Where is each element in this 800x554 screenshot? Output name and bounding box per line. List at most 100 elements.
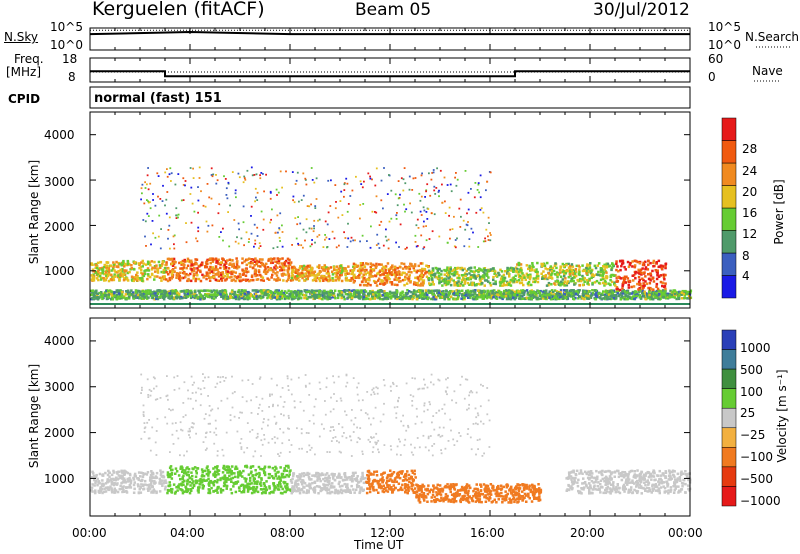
power-cell: [432, 289, 436, 293]
power-cell: [599, 268, 603, 272]
power-cell: [253, 270, 257, 273]
noise-left-bottom-tick: 10^0: [50, 38, 83, 52]
power-cell: [621, 259, 624, 263]
power-cell: [140, 187, 143, 190]
power-cell: [595, 291, 598, 294]
power-cell: [616, 287, 619, 291]
power-cell: [421, 262, 424, 265]
power-cell: [680, 297, 684, 300]
power-cell: [642, 262, 646, 265]
power-cell: [147, 201, 150, 204]
power-cell: [564, 269, 568, 273]
power-cell: [651, 269, 654, 273]
power-cell: [519, 274, 522, 278]
power-cell: [399, 280, 402, 283]
power-cell: [435, 187, 438, 189]
power-cell: [90, 289, 93, 293]
power-cell: [577, 272, 581, 276]
power-cell: [425, 270, 429, 274]
power-cell: [471, 270, 474, 273]
power-cell: [92, 275, 96, 278]
power-cell: [468, 272, 471, 275]
power-cell: [353, 267, 356, 270]
velocity-cell: [125, 486, 128, 489]
power-cell: [473, 274, 476, 278]
power-cell: [308, 264, 312, 267]
power-cell: [286, 270, 290, 274]
power-cell: [159, 266, 162, 269]
power-cell: [298, 272, 301, 275]
power-cell: [106, 274, 110, 278]
power-cell: [526, 275, 529, 278]
power-cell: [142, 219, 145, 221]
velocity-cell: [139, 479, 143, 483]
power-cell: [153, 278, 156, 281]
power-cell: [497, 289, 501, 293]
power-cell: [146, 212, 149, 215]
power-cell: [444, 269, 447, 273]
power-cell: [314, 207, 317, 209]
power-cell: [508, 275, 511, 278]
power-cell: [451, 228, 454, 230]
power-cell: [153, 260, 156, 264]
velocity-cell: [94, 480, 98, 483]
xtick: 04:00: [170, 526, 205, 540]
power-cell: [378, 263, 381, 266]
power-cell: [615, 286, 619, 289]
power-cell: [538, 291, 542, 294]
power-cell: [195, 271, 198, 274]
power-cell: [180, 289, 184, 293]
power-cell: [561, 269, 565, 272]
power-cell: [278, 236, 281, 239]
velocity-cell: [133, 472, 137, 476]
power-cell: [274, 268, 277, 271]
power-cell: [432, 171, 435, 174]
power-cell: [536, 270, 539, 274]
freq-label-2: [MHz]: [6, 65, 42, 79]
power-cell: [396, 283, 399, 287]
power-cell: [546, 268, 549, 271]
power-cell: [553, 289, 557, 292]
power-cell: [181, 259, 185, 263]
power-cell: [126, 279, 130, 282]
power-cell: [605, 271, 608, 274]
power-cell: [399, 293, 402, 296]
power-cell: [311, 271, 314, 274]
power-cell: [511, 279, 514, 282]
power-cell: [143, 296, 146, 299]
power-cell: [226, 259, 229, 262]
velocity-cbar-tick: 500: [740, 363, 763, 377]
power-cell: [277, 289, 280, 292]
power-cell: [413, 269, 416, 272]
power-cell: [292, 199, 294, 202]
power-cell: [621, 296, 625, 300]
power-cell: [193, 210, 196, 213]
power-cell: [404, 275, 407, 279]
power-cell: [387, 277, 390, 280]
power-cell: [153, 290, 156, 293]
power-cell: [180, 263, 183, 266]
power-cell: [335, 201, 337, 203]
power-cell: [278, 278, 281, 282]
power-cell: [468, 245, 471, 248]
power-cell: [166, 257, 170, 261]
power-cell: [436, 167, 438, 170]
power-cell: [414, 293, 418, 296]
power-cell: [175, 276, 178, 279]
power-cell: [439, 280, 443, 283]
power-cell: [392, 268, 395, 272]
power-cell: [290, 266, 294, 269]
power-cell: [632, 279, 635, 282]
power-cell: [591, 292, 595, 295]
power-cell: [357, 276, 361, 280]
power-cell: [394, 275, 397, 279]
power-cell: [582, 291, 585, 295]
power-cell: [516, 293, 519, 297]
power-cell: [205, 259, 209, 263]
velocity-cell: [122, 479, 125, 483]
power-cell: [234, 189, 237, 192]
power-cell: [402, 189, 405, 192]
power-cell: [421, 269, 424, 272]
power-cell: [387, 247, 390, 250]
power-cell: [210, 270, 214, 273]
